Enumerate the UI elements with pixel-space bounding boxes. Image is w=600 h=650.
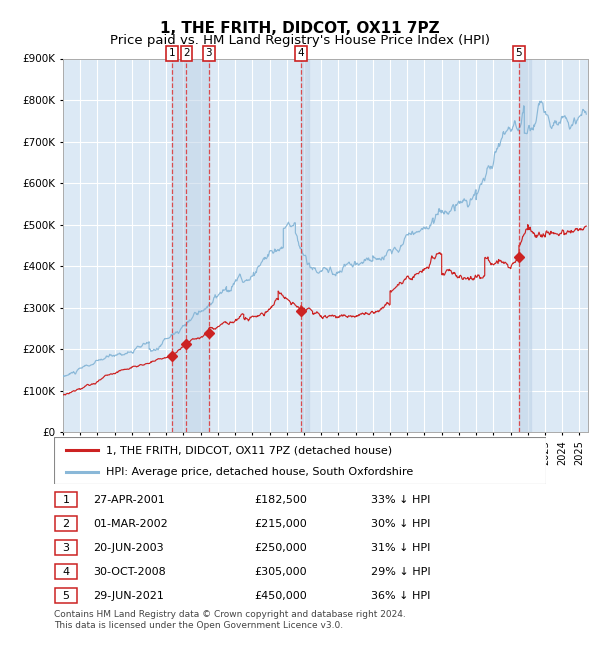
Bar xyxy=(172,58,209,432)
FancyBboxPatch shape xyxy=(55,540,77,555)
Bar xyxy=(519,58,531,432)
Text: 4: 4 xyxy=(298,49,304,58)
Text: 5: 5 xyxy=(515,49,522,58)
FancyBboxPatch shape xyxy=(55,492,77,507)
Text: 27-APR-2001: 27-APR-2001 xyxy=(94,495,166,504)
Text: 33% ↓ HPI: 33% ↓ HPI xyxy=(371,495,430,504)
Bar xyxy=(301,58,309,432)
Text: 29% ↓ HPI: 29% ↓ HPI xyxy=(371,567,430,577)
Text: 3: 3 xyxy=(62,543,70,552)
Text: 1, THE FRITH, DIDCOT, OX11 7PZ: 1, THE FRITH, DIDCOT, OX11 7PZ xyxy=(160,21,440,36)
Text: HPI: Average price, detached house, South Oxfordshire: HPI: Average price, detached house, Sout… xyxy=(106,467,413,476)
Text: £182,500: £182,500 xyxy=(254,495,308,504)
Text: 01-MAR-2002: 01-MAR-2002 xyxy=(94,519,169,528)
Text: 5: 5 xyxy=(62,591,70,601)
Text: 30-OCT-2008: 30-OCT-2008 xyxy=(94,567,166,577)
Text: 4: 4 xyxy=(62,567,70,577)
Text: £215,000: £215,000 xyxy=(254,519,307,528)
Text: Contains HM Land Registry data © Crown copyright and database right 2024.
This d: Contains HM Land Registry data © Crown c… xyxy=(54,610,406,630)
Text: £305,000: £305,000 xyxy=(254,567,307,577)
Text: Price paid vs. HM Land Registry's House Price Index (HPI): Price paid vs. HM Land Registry's House … xyxy=(110,34,490,47)
Text: 36% ↓ HPI: 36% ↓ HPI xyxy=(371,591,430,601)
Text: £450,000: £450,000 xyxy=(254,591,307,601)
Text: 20-JUN-2003: 20-JUN-2003 xyxy=(94,543,164,552)
Text: 31% ↓ HPI: 31% ↓ HPI xyxy=(371,543,430,552)
Text: 2: 2 xyxy=(183,49,190,58)
FancyBboxPatch shape xyxy=(55,516,77,531)
Text: 1: 1 xyxy=(169,49,175,58)
Text: 3: 3 xyxy=(205,49,212,58)
Text: 2: 2 xyxy=(62,519,70,528)
FancyBboxPatch shape xyxy=(55,588,77,603)
Text: 30% ↓ HPI: 30% ↓ HPI xyxy=(371,519,430,528)
Text: 1, THE FRITH, DIDCOT, OX11 7PZ (detached house): 1, THE FRITH, DIDCOT, OX11 7PZ (detached… xyxy=(106,445,392,455)
Text: £250,000: £250,000 xyxy=(254,543,307,552)
FancyBboxPatch shape xyxy=(55,564,77,579)
Text: 1: 1 xyxy=(62,495,70,504)
Text: 29-JUN-2021: 29-JUN-2021 xyxy=(94,591,164,601)
